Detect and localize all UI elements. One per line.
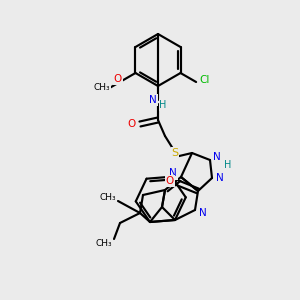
Text: O: O [128, 119, 136, 129]
Text: CH₃: CH₃ [100, 194, 116, 202]
Text: N: N [216, 173, 224, 183]
Text: N: N [169, 169, 177, 179]
Text: N: N [149, 95, 157, 105]
Text: N: N [213, 152, 221, 162]
Text: S: S [171, 148, 178, 158]
Text: O: O [113, 74, 122, 84]
Text: H: H [224, 160, 232, 170]
Text: O: O [166, 176, 174, 186]
Text: Cl: Cl [199, 75, 209, 85]
Text: CH₃: CH₃ [96, 239, 112, 248]
Text: N: N [169, 168, 177, 178]
Text: H: H [159, 100, 167, 110]
Text: N: N [199, 208, 207, 218]
Text: CH₃: CH₃ [94, 82, 110, 91]
